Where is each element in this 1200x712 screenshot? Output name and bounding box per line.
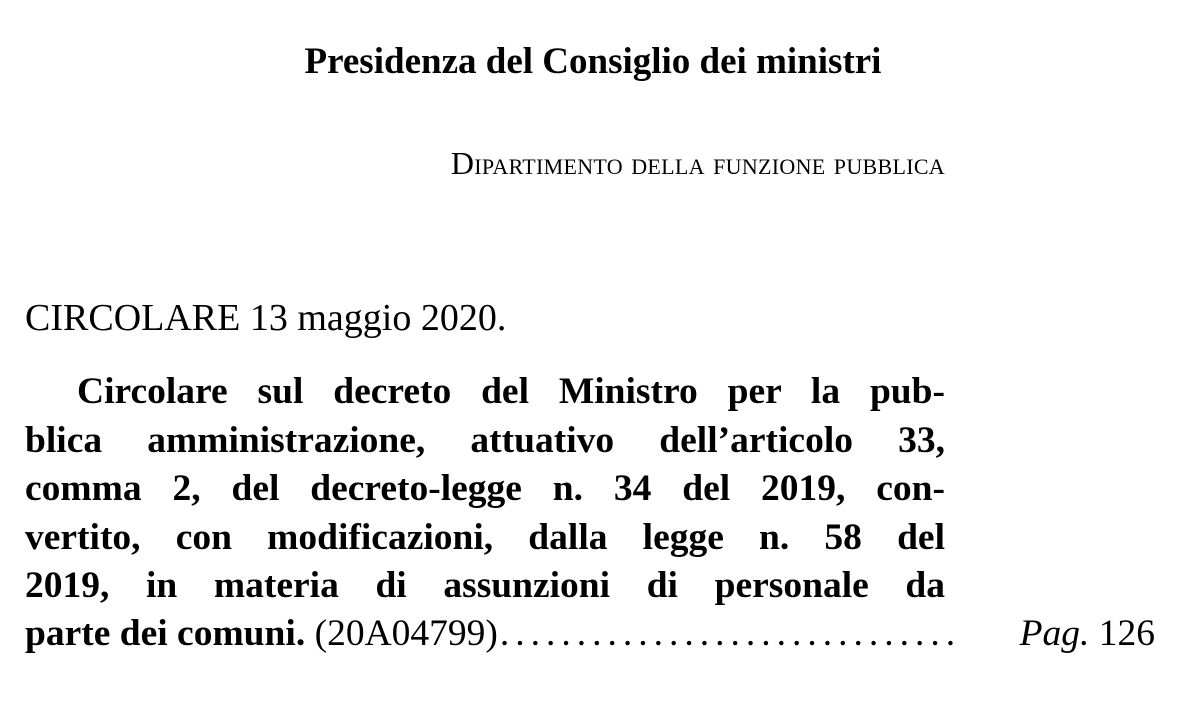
description-line: comma 2, del decreto-legge n. 34 del 201…	[25, 468, 945, 509]
description-line: vertito, con modificazioni, dalla legge …	[25, 516, 945, 558]
dot-leader: ........................................…	[499, 613, 958, 654]
page-label: Pag.	[1019, 613, 1090, 654]
description-line: blica amministrazione, attuativo dell’ar…	[25, 419, 945, 461]
issuer-title: Presidenza del Consiglio dei ministri	[304, 41, 882, 82]
description-line-end: parte dei comuni.	[25, 613, 306, 654]
document-code: (20A04799)	[314, 613, 498, 654]
department-name: Dipartimento della funzione pubblica	[450, 145, 945, 181]
page-reference[interactable]: Pag. 126	[1020, 610, 1155, 658]
description-line: 2019, in materia di assunzioni di person…	[25, 565, 945, 606]
circular-description: Circolare sul decreto del Ministro per l…	[25, 368, 945, 611]
toc-entry-last-line: parte dei comuni. (20A04799) ...........…	[25, 610, 1155, 658]
circular-heading: CIRCOLARE 13 maggio 2020.	[25, 297, 507, 339]
description-line: Circolare sul decreto del Ministro per l…	[77, 371, 945, 412]
page-number: 126	[1098, 613, 1155, 654]
